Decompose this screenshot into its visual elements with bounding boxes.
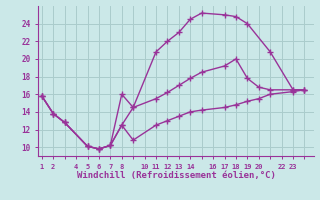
X-axis label: Windchill (Refroidissement éolien,°C): Windchill (Refroidissement éolien,°C) (76, 171, 276, 180)
